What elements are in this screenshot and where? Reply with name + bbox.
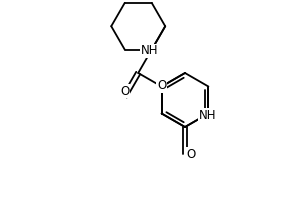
Text: NH: NH <box>199 109 216 122</box>
Text: O: O <box>120 85 129 98</box>
Text: NH: NH <box>141 44 158 57</box>
Text: O: O <box>157 79 166 92</box>
Text: O: O <box>186 148 196 160</box>
